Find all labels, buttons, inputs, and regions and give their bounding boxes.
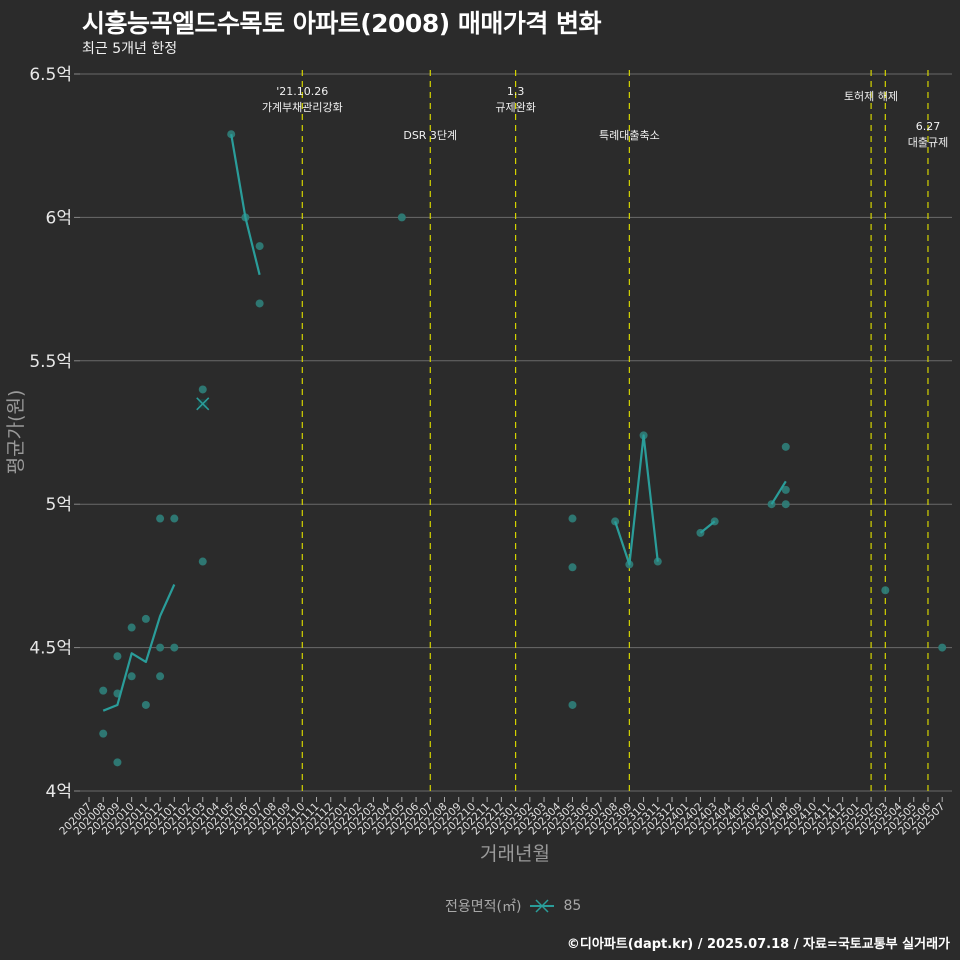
y-tick-label: 5억 bbox=[46, 495, 72, 515]
data-point bbox=[568, 700, 577, 709]
x-axis-title: 거래년월 bbox=[480, 843, 550, 865]
data-point bbox=[141, 614, 150, 623]
data-point bbox=[141, 700, 150, 709]
transaction-points bbox=[99, 130, 947, 767]
data-point bbox=[781, 485, 790, 494]
data-point bbox=[255, 242, 264, 251]
data-point bbox=[99, 686, 108, 695]
data-point bbox=[170, 643, 179, 652]
y-axis: 4억 4.5억 5억 5.5억 6억 6.5억 bbox=[29, 65, 80, 802]
average-line-segment bbox=[770, 480, 787, 505]
data-point bbox=[127, 672, 136, 681]
y-tick-label: 4억 bbox=[46, 782, 72, 802]
legend-title: 전용면적(㎡) bbox=[445, 899, 522, 915]
data-point bbox=[156, 514, 165, 523]
data-point bbox=[568, 514, 577, 523]
data-point bbox=[127, 623, 136, 632]
chart-subtitle: 최근 5개년 한정 bbox=[82, 41, 178, 57]
y-tick-label: 5.5억 bbox=[29, 352, 72, 372]
event-annotation: 규제완화 bbox=[495, 101, 535, 114]
average-price-line bbox=[102, 134, 787, 712]
data-point bbox=[397, 213, 406, 222]
data-point bbox=[156, 672, 165, 681]
event-annotation: DSR 3단계 bbox=[403, 129, 457, 142]
average-line-segment bbox=[102, 584, 176, 712]
data-point bbox=[781, 500, 790, 509]
data-point bbox=[198, 385, 207, 394]
data-point bbox=[255, 299, 264, 308]
event-annotation: 토허제 해제 bbox=[844, 89, 898, 103]
event-annotation: '21.10.26 bbox=[276, 85, 328, 98]
data-point bbox=[99, 729, 108, 738]
line-cross-icon bbox=[530, 899, 555, 913]
source-caption: ©디아파트(dapt.kr) / 2025.07.18 / 자료=국토교통부 실… bbox=[566, 937, 950, 952]
average-line-segment bbox=[699, 520, 716, 534]
data-point bbox=[198, 557, 207, 566]
data-point bbox=[881, 586, 890, 595]
y-tick-label: 6.5억 bbox=[29, 65, 72, 85]
legend-item-85: 85 bbox=[563, 898, 582, 914]
data-point bbox=[170, 514, 179, 523]
data-point bbox=[568, 563, 577, 572]
y-tick-label: 6억 bbox=[46, 208, 72, 228]
average-line-segment bbox=[230, 134, 261, 276]
event-annotation: 특례대출축소 bbox=[599, 129, 660, 142]
event-annotation: 가계부채관리강화 bbox=[262, 101, 343, 114]
chart-title: 시흥능곡엘드수목토 아파트(2008) 매매가격 변화 bbox=[82, 9, 602, 38]
event-annotation: 대출규제 bbox=[908, 136, 948, 149]
y-axis-title: 평균가(원) bbox=[5, 390, 27, 475]
event-annotation: 6.27 bbox=[916, 120, 941, 133]
average-line-segment bbox=[614, 434, 659, 566]
event-annotation: 1.3 bbox=[507, 85, 525, 98]
data-point bbox=[156, 643, 165, 652]
data-point bbox=[113, 652, 122, 661]
data-point bbox=[781, 442, 790, 451]
y-tick-label: 4.5억 bbox=[29, 639, 72, 659]
x-axis: 2020072020082020092020102020112020122021… bbox=[57, 797, 947, 837]
data-point bbox=[938, 643, 947, 652]
legend: 전용면적(㎡) 85 bbox=[445, 896, 581, 916]
data-point bbox=[113, 758, 122, 767]
